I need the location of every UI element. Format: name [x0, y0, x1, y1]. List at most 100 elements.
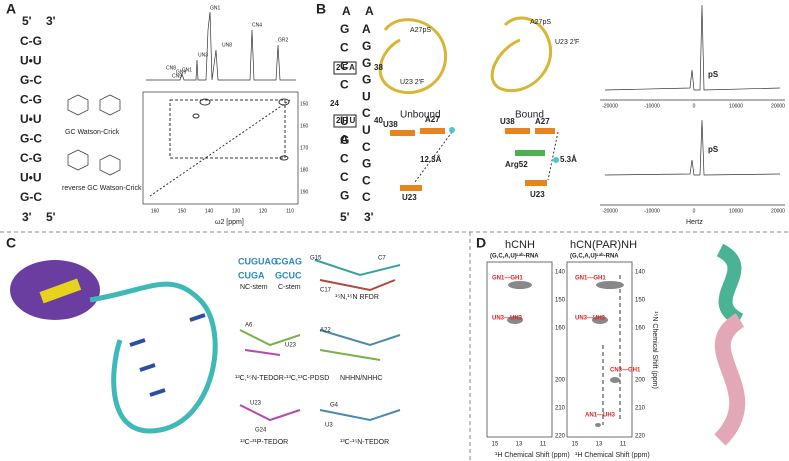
- contour: [278, 98, 290, 106]
- spectrum-label: pS: [708, 70, 719, 79]
- spectrum-title: hCN(PAR)NH: [570, 239, 637, 251]
- spectrum: [604, 4, 781, 91]
- base-pair: U•U: [20, 171, 42, 185]
- nucleotide: C: [362, 106, 371, 120]
- nucleotide: G: [362, 157, 371, 171]
- y-tick-label: 150: [300, 101, 309, 107]
- residue-label: G15: [310, 256, 322, 262]
- number: 38: [374, 63, 383, 72]
- peak-label: GN1: [210, 5, 221, 11]
- sequence: CUGUAG: [238, 256, 278, 266]
- x-tick-label: 11: [620, 442, 627, 448]
- number: 24: [330, 99, 339, 108]
- nucleotide: G: [362, 56, 371, 70]
- atom: [553, 157, 559, 163]
- residue-label: U38: [500, 117, 515, 126]
- residue-label: A22: [320, 328, 331, 334]
- peak-label: UN3: [198, 52, 208, 58]
- spectrum: [604, 119, 781, 176]
- experiment: ¹³C-³¹P-TEDOR: [240, 439, 288, 446]
- y-tick-label: 160: [555, 326, 566, 332]
- base-pair: C-G: [20, 151, 42, 165]
- 1d-trace: [146, 11, 296, 81]
- helix-end: 3': [22, 210, 32, 224]
- spectrum-frame: [566, 261, 633, 438]
- experiment: ¹³C,¹⁵N-TEDOR-¹³C,¹³C-PDSD: [235, 375, 329, 382]
- boxed-label: 2'F A: [336, 63, 355, 72]
- y-tick-label: 170: [300, 145, 309, 151]
- residue-label: G4: [330, 403, 339, 409]
- x-tick-label: 13: [596, 442, 603, 448]
- residue-label: A27pS: [410, 27, 431, 34]
- residue-label: U23 2'F: [555, 39, 579, 46]
- spectrum-frame: [486, 261, 553, 438]
- rna-model: [714, 313, 746, 446]
- peak-label: CN9: [172, 73, 182, 79]
- x-tick-label: 20000: [771, 103, 785, 109]
- x-tick-label: 13: [516, 442, 523, 448]
- experiment: NHHN/NHHC: [340, 375, 382, 382]
- diagonal: [149, 99, 291, 197]
- nucleotide: A: [340, 133, 349, 147]
- residue-label: U23: [250, 401, 262, 407]
- y-tick-label: 160: [300, 123, 309, 129]
- residue-label: A27pS: [530, 19, 551, 26]
- inset-caption: GC Watson-Crick: [65, 129, 120, 136]
- nucleotide: C: [340, 41, 349, 55]
- panel-label: D: [476, 235, 486, 251]
- residue-label: G24: [255, 428, 267, 434]
- panel-b-art: [333, 4, 785, 206]
- nucleotide: C: [340, 170, 349, 184]
- y-tick-label: 200: [555, 378, 566, 384]
- base-pair: G-C: [20, 190, 42, 204]
- y-tick-label: 140: [555, 270, 566, 276]
- peak-label: UN3—UH3: [492, 316, 523, 322]
- peak-label: GN1—GH1: [492, 276, 523, 282]
- axis-label: Hertz: [686, 219, 703, 226]
- residue-label: Arg52: [505, 160, 528, 169]
- residue-label: U23: [285, 343, 297, 349]
- nucleotide: U: [340, 114, 349, 128]
- residue-label: U3: [325, 423, 333, 429]
- x-tick-label: 15: [492, 442, 499, 448]
- helix-end: 3': [46, 14, 56, 28]
- stem: C-stem: [278, 284, 301, 291]
- contour: [199, 98, 211, 106]
- sequence: GCUC: [275, 270, 302, 280]
- nucleotide: A: [362, 22, 371, 36]
- peak-label: CN8: [166, 65, 176, 71]
- sequence: CGAG: [275, 256, 302, 266]
- nucleotide: G: [362, 39, 371, 53]
- nucleotide: U: [362, 123, 371, 137]
- peak-label: CN4: [252, 22, 262, 28]
- nucleotide: C: [340, 152, 349, 166]
- x-tick-label: 130: [232, 208, 241, 214]
- peak-label: GR2: [278, 37, 289, 43]
- rna-model: [716, 243, 744, 327]
- x-tick-label: 10000: [729, 103, 743, 109]
- peak-label: UN3—UH3: [575, 316, 606, 322]
- x-tick-label: 15: [572, 442, 579, 448]
- axis-label: ¹H Chemical Shift (ppm): [575, 452, 650, 459]
- x-tick-label: 0: [693, 103, 696, 109]
- y-tick-label: 210: [635, 406, 646, 412]
- y-tick-label: 180: [300, 167, 309, 173]
- end: 3': [364, 210, 374, 224]
- x-tick-label: -10000: [644, 208, 660, 214]
- number: 40: [374, 116, 383, 125]
- x-tick-label: -10000: [644, 103, 660, 109]
- spectrum-title: hCNH: [505, 239, 535, 251]
- peak-label: CN1: [182, 67, 192, 73]
- state: Unbound: [400, 110, 441, 121]
- panel-label: A: [6, 1, 16, 17]
- base-pair: U•U: [20, 54, 42, 68]
- sequence: CUGA: [238, 270, 265, 280]
- sheet: [39, 278, 82, 304]
- panel-d-art: [486, 243, 746, 446]
- residue-label: U23 2'F: [400, 79, 424, 86]
- nucleotide: G: [340, 22, 349, 36]
- nucleotide: C: [362, 140, 371, 154]
- nucleotide: C: [362, 190, 371, 204]
- x-tick-label: 10000: [729, 208, 743, 214]
